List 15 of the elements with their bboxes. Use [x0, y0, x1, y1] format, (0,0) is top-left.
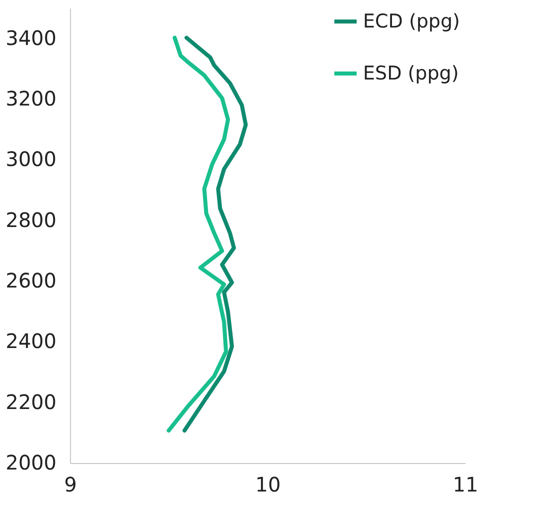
legend-label: ESD (ppg): [363, 62, 459, 84]
line-series: [166, 36, 230, 433]
y-tick-label: 2400: [6, 329, 56, 354]
y-tick-label: 2000: [6, 450, 56, 474]
x-tick-label: 11: [452, 472, 478, 496]
line-series: [182, 36, 248, 433]
y-tick-label: 3400: [6, 26, 56, 50]
y-tick-label: 2200: [6, 390, 56, 414]
legend-label: ECD (ppg): [363, 10, 460, 32]
y-tick-label: 2600: [6, 268, 56, 292]
x-tick-label: 9: [64, 472, 77, 496]
y-tick-label: 3200: [6, 86, 56, 110]
x-tick-label: 10: [255, 472, 281, 496]
y-tick-label: 3000: [6, 147, 56, 172]
y-tick-label: 2800: [6, 208, 56, 232]
